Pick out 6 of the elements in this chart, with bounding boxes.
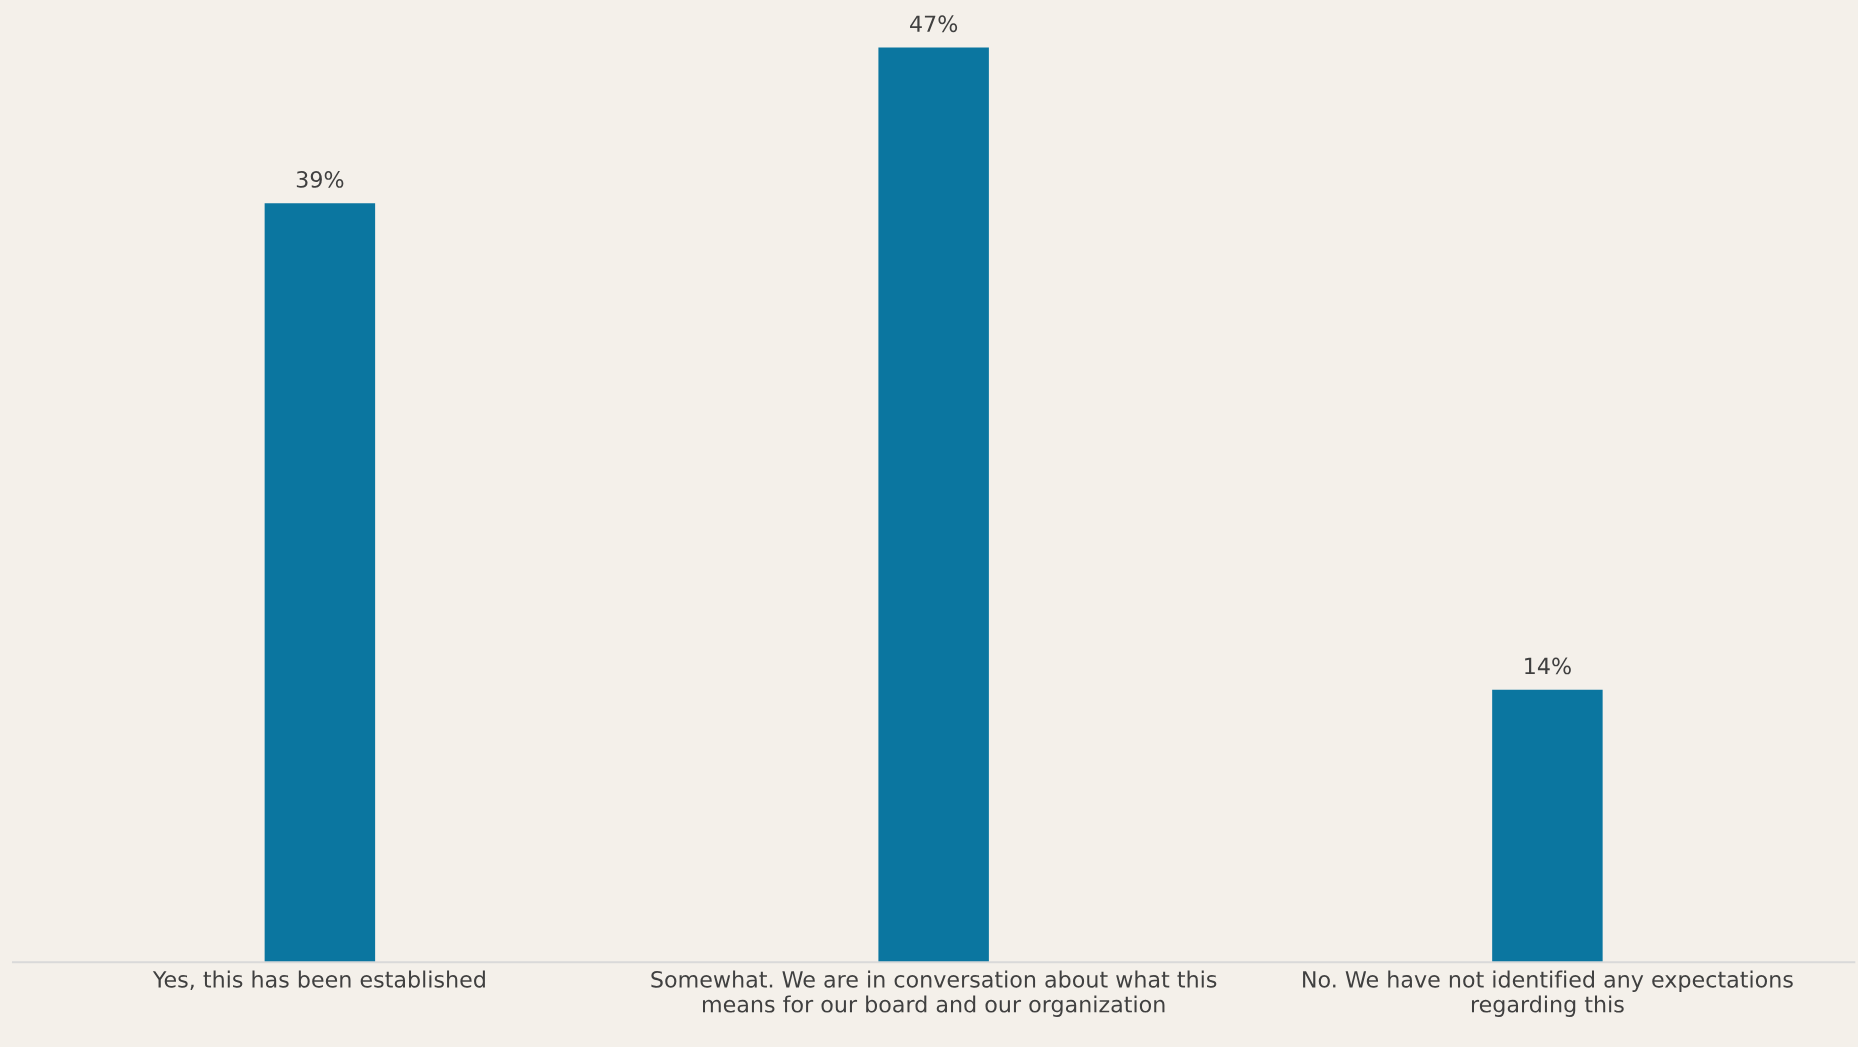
- data-label: 39%: [296, 171, 344, 188]
- x-tick-label: Somewhat. We are in conversation about what this means for our board and our organization: [651, 970, 1217, 1017]
- data-label: 14%: [1525, 657, 1571, 675]
- x-tick-label: No. We have not identified any expectations regarding this: [1303, 970, 1793, 1017]
- data-label: 47%: [910, 15, 958, 33]
- x-tick-label: Yes, this has been established: [152, 970, 485, 990]
